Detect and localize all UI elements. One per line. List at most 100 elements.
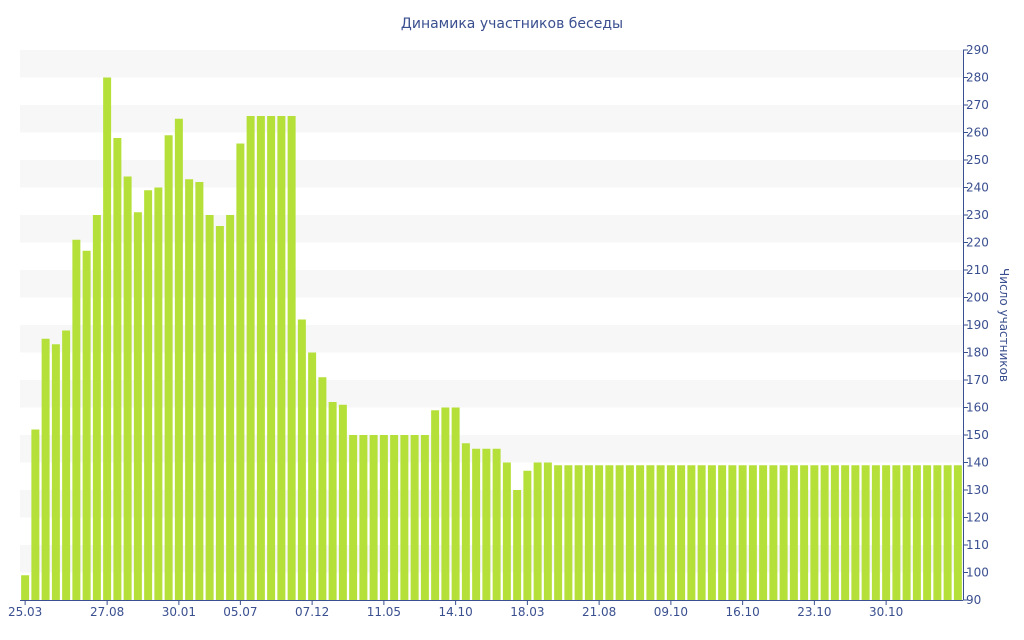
x-tick-label: 27.08	[90, 605, 124, 619]
bar	[31, 429, 40, 600]
bar	[625, 465, 634, 600]
bar	[400, 435, 409, 600]
bar	[543, 462, 552, 600]
bar	[584, 465, 593, 600]
bar	[892, 465, 901, 600]
bar	[51, 344, 60, 600]
bar	[461, 443, 470, 600]
bar	[410, 435, 419, 600]
bar	[379, 435, 388, 600]
y-tick-label: 170	[966, 373, 989, 387]
bar	[256, 116, 265, 600]
bar	[297, 319, 306, 600]
bar	[174, 118, 183, 600]
bar	[328, 402, 337, 600]
y-axis-label: Число участников	[997, 268, 1011, 382]
bar	[82, 250, 91, 600]
bar	[267, 116, 276, 600]
bar	[195, 182, 204, 600]
bar	[144, 190, 153, 600]
bar	[574, 465, 583, 600]
bar	[738, 465, 747, 600]
y-tick-label: 100	[966, 566, 989, 580]
x-tick-label: 23.10	[797, 605, 831, 619]
bar	[502, 462, 511, 600]
y-tick-label: 270	[966, 98, 989, 112]
bar	[154, 187, 163, 600]
x-tick-label: 09.10	[654, 605, 688, 619]
y-tick-label: 250	[966, 153, 989, 167]
bar	[882, 465, 891, 600]
y-tick-label: 190	[966, 318, 989, 332]
bar	[779, 465, 788, 600]
bar	[677, 465, 686, 600]
y-tick-label: 130	[966, 483, 989, 497]
grid-band	[20, 50, 963, 78]
bar	[564, 465, 573, 600]
bar	[359, 435, 368, 600]
bar	[472, 448, 481, 600]
x-tick-label: 18.03	[510, 605, 544, 619]
bar	[902, 465, 911, 600]
bar	[912, 465, 921, 600]
bar	[21, 575, 30, 600]
bar	[656, 465, 665, 600]
y-tick-label: 160	[966, 401, 989, 415]
bar	[800, 465, 809, 600]
bar	[287, 116, 296, 600]
bar	[943, 465, 952, 600]
bar	[41, 338, 50, 600]
bar	[431, 410, 440, 600]
bar	[482, 448, 491, 600]
x-tick-label: 30.10	[869, 605, 903, 619]
grid-band	[20, 160, 963, 188]
y-tick-label: 260	[966, 126, 989, 140]
chart-title: Динамика участников беседы	[401, 16, 623, 32]
bar	[246, 116, 255, 600]
bar	[205, 215, 214, 600]
bar	[369, 435, 378, 600]
grid-band	[20, 105, 963, 133]
bar	[871, 465, 880, 600]
bar	[789, 465, 798, 600]
bar	[123, 176, 132, 600]
y-tick-label: 220	[966, 236, 989, 250]
bar	[226, 215, 235, 600]
bar	[697, 465, 706, 600]
bar	[277, 116, 286, 600]
bar	[666, 465, 675, 600]
y-axis: 90 100 110 120 130 140 150 160 170 180 190 200 210 22…	[963, 43, 989, 607]
bar	[820, 465, 829, 600]
y-tick-label: 280	[966, 71, 989, 85]
bar	[72, 239, 81, 600]
y-tick-label: 90	[966, 593, 981, 607]
bar	[554, 465, 563, 600]
bar	[62, 330, 71, 600]
bar	[830, 465, 839, 600]
bar	[769, 465, 778, 600]
bar	[841, 465, 850, 600]
bar	[349, 435, 358, 600]
bar	[390, 435, 399, 600]
bar	[420, 435, 429, 600]
bar	[492, 448, 501, 600]
y-tick-label: 240	[966, 181, 989, 195]
bar	[451, 407, 460, 600]
y-tick-label: 230	[966, 208, 989, 222]
bar	[92, 215, 101, 600]
x-tick-label: 21.08	[582, 605, 616, 619]
y-tick-label: 150	[966, 428, 989, 442]
y-tick-label: 110	[966, 538, 989, 552]
bar	[810, 465, 819, 600]
bar	[441, 407, 450, 600]
bar	[718, 465, 727, 600]
bar	[185, 179, 194, 600]
bar	[615, 465, 624, 600]
bar	[953, 465, 962, 600]
bar	[687, 465, 696, 600]
bar	[646, 465, 655, 600]
bar	[533, 462, 542, 600]
bar	[133, 212, 142, 600]
bar	[236, 143, 245, 600]
